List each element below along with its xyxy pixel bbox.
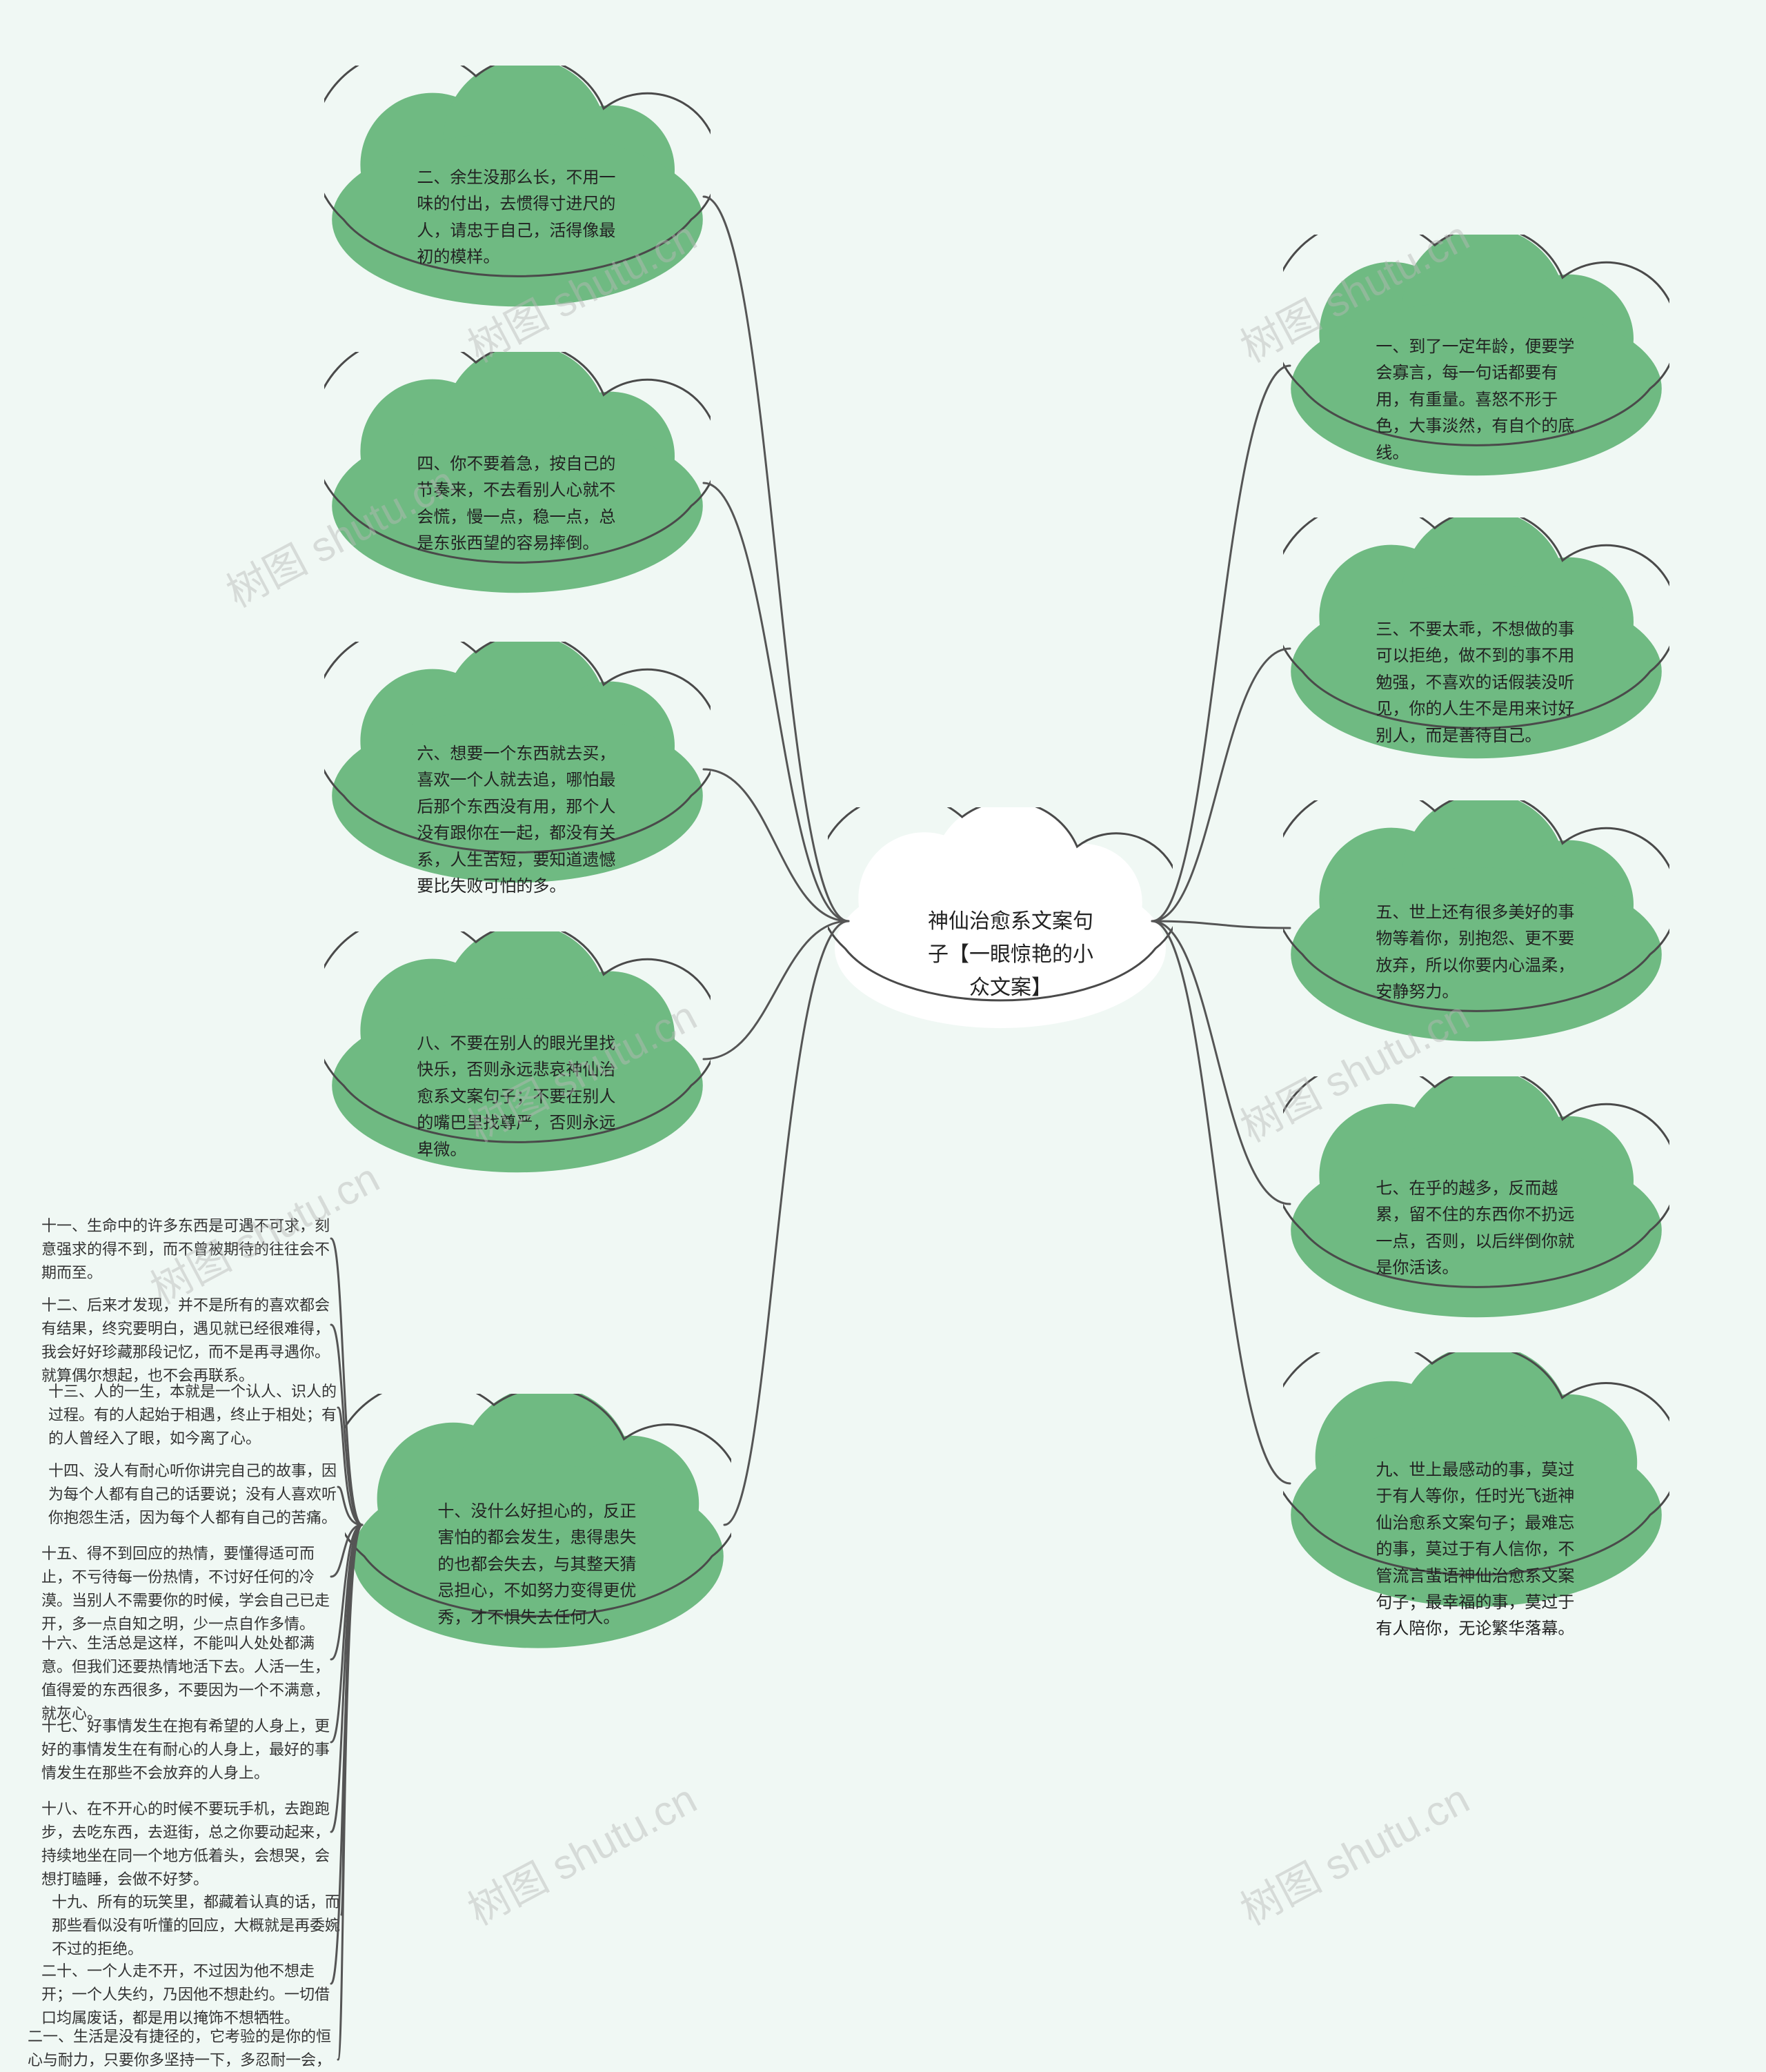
left-cloud-4[interactable]: 十、没什么好担心的，反正害怕的都会发生，患得患失的也都会失去，与其整天猜忌担心，… xyxy=(345,1394,731,1656)
cloud-text: 九、世上最感动的事，莫过于有人等你，任时光飞逝神仙治愈系文案句子；最难忘的事，莫… xyxy=(1376,1457,1588,1643)
watermark: 树图 shutu.cn xyxy=(456,1766,706,1937)
cloud-text: 八、不要在别人的眼光里找快乐，否则永远悲哀神仙治愈系文案句子；不要在别人的嘴巴里… xyxy=(417,1031,629,1163)
left-cloud-2[interactable]: 六、想要一个东西就去买，喜欢一个人就去追，哪怕最后那个东西没有用，那个人没有跟你… xyxy=(324,642,711,890)
center-cloud[interactable]: 神仙治愈系文案句子【一眼惊艳的小众文案】 xyxy=(828,807,1173,1035)
sub-text-4[interactable]: 十五、得不到回应的热情，要懂得适可而止，不亏待每一份热情，不讨好任何的冷漠。当别… xyxy=(41,1542,331,1636)
stage: 树图 shutu.cn 树图 shutu.cn 树图 shutu.cn 树图 s… xyxy=(0,0,1766,2072)
sub-text-0[interactable]: 十一、生命中的许多东西是可遇不可求，刻意强求的得不到，而不曾被期待的往往会不期而… xyxy=(41,1214,331,1285)
right-cloud-1[interactable]: 三、不要太乖，不想做的事可以拒绝，做不到的事不用勉强，不喜欢的话假装没听见，你的… xyxy=(1283,517,1669,766)
right-cloud-2[interactable]: 五、世上还有很多美好的事物等着你，别抱怨、更不要放弃，所以你要内心温柔，安静努力… xyxy=(1283,800,1669,1049)
sub-text-1[interactable]: 十二、后来才发现，并不是所有的喜欢都会有结果，终究要明白，遇见就已经很难得，我会… xyxy=(41,1294,331,1388)
sub-text-10[interactable]: 二一、生活是没有捷径的，它考验的是你的恒心与耐力，只要你多坚持一下，多忍耐一会，… xyxy=(28,2025,338,2072)
right-cloud-4[interactable]: 九、世上最感动的事，莫过于有人等你，任时光飞逝神仙治愈系文案句子；最难忘的事，莫… xyxy=(1283,1352,1669,1615)
sub-text-3[interactable]: 十四、没人有耐心听你讲完自己的故事，因为每个人都有自己的话要说；没有人喜欢听你抱… xyxy=(48,1459,338,1530)
cloud-text: 神仙治愈系文案句子【一眼惊艳的小众文案】 xyxy=(921,905,1100,1005)
cloud-text: 三、不要太乖，不想做的事可以拒绝，做不到的事不用勉强，不喜欢的话假装没听见，你的… xyxy=(1376,617,1588,749)
left-cloud-3[interactable]: 八、不要在别人的眼光里找快乐，否则永远悲哀神仙治愈系文案句子；不要在别人的嘴巴里… xyxy=(324,931,711,1180)
left-cloud-1[interactable]: 四、你不要着急，按自己的节奏来，不去看别人心就不会慌，慢一点，稳一点，总是东张西… xyxy=(324,352,711,600)
cloud-text: 五、世上还有很多美好的事物等着你，别抱怨、更不要放弃，所以你要内心温柔，安静努力… xyxy=(1376,900,1588,1006)
cloud-text: 六、想要一个东西就去买，喜欢一个人就去追，哪怕最后那个东西没有用，那个人没有跟你… xyxy=(417,741,629,900)
sub-text-7[interactable]: 十八、在不开心的时候不要玩手机，去跑跑步，去吃东西，去逛街，总之你要动起来，持续… xyxy=(41,1797,331,1891)
cloud-text: 一、到了一定年龄，便要学会寡言，每一句话都要有用，有重量。喜怒不形于色，大事淡然… xyxy=(1376,334,1588,466)
cloud-text: 十、没什么好担心的，反正害怕的都会发生，患得患失的也都会失去，与其整天猜忌担心，… xyxy=(437,1499,650,1631)
cloud-text: 四、你不要着急，按自己的节奏来，不去看别人心就不会慌，慢一点，稳一点，总是东张西… xyxy=(417,451,629,558)
sub-text-6[interactable]: 十七、好事情发生在抱有希望的人身上，更好的事情发生在有耐心的人身上，最好的事情发… xyxy=(41,1715,331,1785)
right-cloud-0[interactable]: 一、到了一定年龄，便要学会寡言，每一句话都要有用，有重量。喜怒不形于色，大事淡然… xyxy=(1283,235,1669,483)
sub-text-5[interactable]: 十六、生活总是这样，不能叫人处处都满意。但我们还要热情地活下去。人活一生，值得爱… xyxy=(41,1632,331,1726)
watermark: 树图 shutu.cn xyxy=(1229,1766,1478,1937)
sub-text-9[interactable]: 二十、一个人走不开，不过因为他不想走开；一个人失约，乃因他不想赴约。一切借口均属… xyxy=(41,1960,331,2030)
sub-text-2[interactable]: 十三、人的一生，本就是一个认人、识人的过程。有的人起始于相遇，终止于相处；有的人… xyxy=(48,1380,338,1450)
right-cloud-3[interactable]: 七、在乎的越多，反而越累，留不住的东西你不扔远一点，否则，以后绊倒你就是你活该。 xyxy=(1283,1076,1669,1325)
sub-text-8[interactable]: 十九、所有的玩笑里，都藏着认真的话，而那些看似没有听懂的回应，大概就是再委婉不过… xyxy=(52,1891,341,1961)
cloud-text: 二、余生没那么长，不用一味的付出，去惯得寸进尺的人，请忠于自己，活得像最初的模样… xyxy=(417,165,629,271)
cloud-text: 七、在乎的越多，反而越累，留不住的东西你不扔远一点，否则，以后绊倒你就是你活该。 xyxy=(1376,1176,1588,1282)
left-cloud-0[interactable]: 二、余生没那么长，不用一味的付出，去惯得寸进尺的人，请忠于自己，活得像最初的模样… xyxy=(324,66,711,314)
